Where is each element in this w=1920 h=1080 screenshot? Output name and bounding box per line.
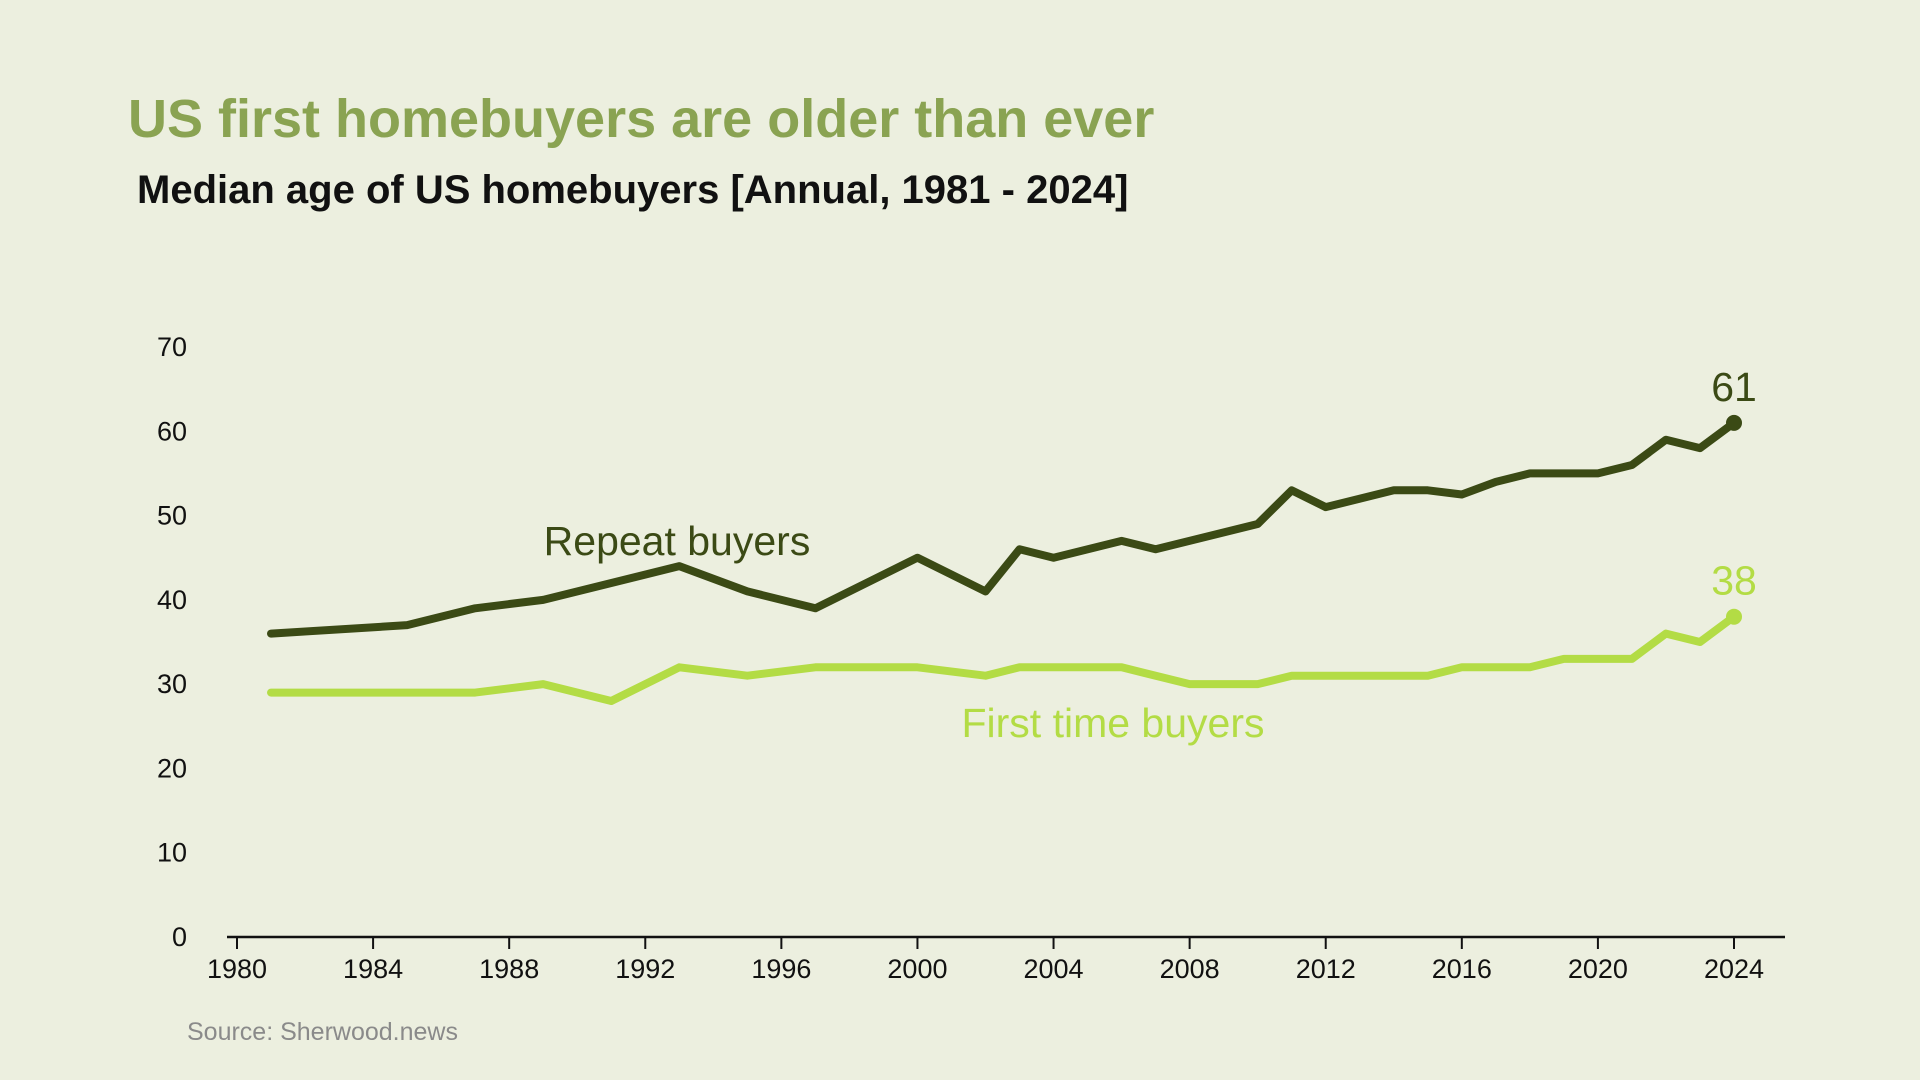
series-end-point (1726, 414, 1742, 431)
y-tick-label: 30 (157, 669, 187, 699)
series-line-first-time-buyers (267, 612, 1738, 705)
y-tick-label: 20 (157, 753, 187, 783)
series-end-value-label: 61 (1711, 364, 1757, 410)
y-tick-label: 50 (157, 501, 187, 531)
series-name-label: Repeat buyers (544, 518, 811, 564)
chart-title: US first homebuyers are older than ever (128, 89, 1155, 149)
chart-subtitle: Median age of US homebuyers [Annual, 198… (137, 168, 1129, 212)
y-tick-label: 60 (157, 416, 187, 446)
y-tick-label: 0 (172, 922, 187, 952)
series-lines (267, 414, 1742, 705)
x-tick-label: 2024 (1704, 954, 1764, 984)
series-name-label: First time buyers (962, 700, 1265, 746)
series-line-repeat-buyers (267, 418, 1738, 638)
series-end-point (1726, 608, 1742, 625)
x-tick-label: 1992 (615, 954, 675, 984)
x-tick-label: 2012 (1296, 954, 1356, 984)
x-tick-label: 2016 (1432, 954, 1492, 984)
y-tick-label: 70 (157, 332, 187, 362)
series-end-value-label: 38 (1711, 558, 1757, 604)
x-tick-label: 1984 (343, 954, 403, 984)
y-tick-label: 10 (157, 838, 187, 868)
axes: 1980 1984 1988 1992 1996 2000 2004 2008 2012 2016… (157, 332, 1785, 984)
series-labels: 61 Repeat buyers 38 First time buyers (544, 364, 1757, 746)
x-tick-label: 2004 (1024, 954, 1084, 984)
x-tick-label: 2000 (887, 954, 947, 984)
x-tick-label: 1988 (479, 954, 539, 984)
source-note: Source: Sherwood.news (187, 1018, 458, 1046)
y-tick-label: 40 (157, 585, 187, 615)
x-tick-label: 2008 (1160, 954, 1220, 984)
x-tick-label: 2020 (1568, 954, 1628, 984)
x-tick-label: 1980 (207, 954, 267, 984)
x-tick-label: 1996 (751, 954, 811, 984)
